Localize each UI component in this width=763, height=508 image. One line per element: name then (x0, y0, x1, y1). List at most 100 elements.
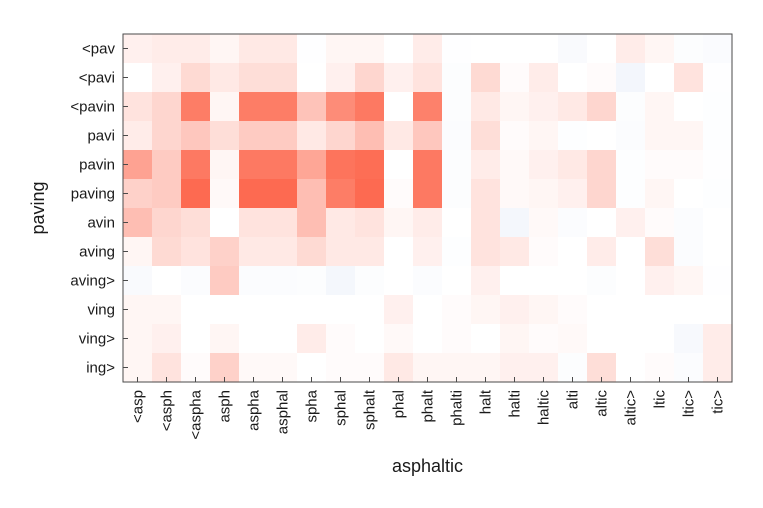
heatmap-cell (181, 63, 211, 93)
y-tick-label: <pavi (79, 70, 115, 87)
heatmap-cell (268, 63, 298, 93)
heatmap-cell (703, 324, 733, 354)
heatmap-cell (587, 179, 617, 209)
heatmap-cell (355, 324, 385, 354)
heatmap-cell (326, 92, 356, 122)
heatmap-cell (297, 121, 327, 151)
x-tick-label: phalti (449, 390, 466, 426)
heatmap-cell (500, 63, 530, 93)
heatmap-cell (239, 324, 269, 354)
heatmap-cell (558, 324, 588, 354)
heatmap-cell (355, 208, 385, 238)
heatmap-cell (297, 179, 327, 209)
heatmap-cell (384, 237, 414, 267)
heatmap-cell (152, 92, 182, 122)
heatmap-cell (616, 208, 646, 238)
x-tick-label: phalt (420, 389, 437, 422)
x-tick-label: <asph (159, 390, 176, 431)
heatmap-cell (703, 34, 733, 64)
heatmap-cell (355, 179, 385, 209)
heatmap-cell (558, 266, 588, 296)
heatmap-cell (326, 324, 356, 354)
heatmap-cell (181, 237, 211, 267)
heatmap-cell (384, 92, 414, 122)
heatmap-cell (500, 179, 530, 209)
heatmap-cell (645, 324, 675, 354)
heatmap-cell (471, 63, 501, 93)
heatmap-cell (239, 150, 269, 180)
heatmap-cell (239, 237, 269, 267)
heatmap-cell (355, 92, 385, 122)
heatmap-cell (529, 121, 559, 151)
heatmap-cell (210, 34, 240, 64)
heatmap-cell (500, 150, 530, 180)
heatmap-cell (703, 179, 733, 209)
heatmap-cells (123, 34, 733, 383)
heatmap-cell (181, 34, 211, 64)
heatmap-cell (268, 179, 298, 209)
heatmap-cell (355, 295, 385, 325)
heatmap-cell (529, 295, 559, 325)
heatmap-cell (587, 63, 617, 93)
heatmap-cell (384, 324, 414, 354)
heatmap-cell (674, 121, 704, 151)
heatmap-cell (703, 237, 733, 267)
heatmap-cell (587, 237, 617, 267)
heatmap-cell (181, 324, 211, 354)
heatmap-cell (268, 266, 298, 296)
heatmap-cell (152, 63, 182, 93)
heatmap-cell (587, 121, 617, 151)
heatmap-cell (674, 179, 704, 209)
heatmap-cell (558, 179, 588, 209)
heatmap-cell (587, 34, 617, 64)
heatmap-cell (587, 295, 617, 325)
y-tick-label: aving> (70, 273, 115, 290)
heatmap-cell (239, 179, 269, 209)
heatmap-cell (645, 179, 675, 209)
heatmap-cell (239, 266, 269, 296)
x-tick-label: altic (594, 390, 611, 417)
heatmap-cell (413, 208, 443, 238)
y-tick-label: pavi (87, 128, 115, 145)
heatmap-cell (674, 34, 704, 64)
heatmap-cell (326, 121, 356, 151)
heatmap-cell (210, 63, 240, 93)
heatmap-cell (355, 237, 385, 267)
x-axis-title: asphaltic (392, 456, 463, 476)
heatmap-cell (645, 295, 675, 325)
heatmap-cell (442, 208, 472, 238)
heatmap-cell (326, 150, 356, 180)
heatmap-cell (297, 63, 327, 93)
x-tick-label: aspha (246, 389, 263, 431)
heatmap-cell (442, 266, 472, 296)
heatmap-cell (326, 295, 356, 325)
heatmap-cell (181, 121, 211, 151)
heatmap-cell (587, 92, 617, 122)
y-tick-label: paving (71, 186, 115, 203)
heatmap-cell (152, 237, 182, 267)
heatmap-cell (384, 34, 414, 64)
heatmap-cell (500, 92, 530, 122)
heatmap-cell (297, 295, 327, 325)
heatmap-cell (384, 121, 414, 151)
x-tick-label: altic> (623, 390, 640, 426)
heatmap-cell (442, 237, 472, 267)
heatmap-cell (645, 266, 675, 296)
heatmap-cell (645, 237, 675, 267)
heatmap-cell (558, 237, 588, 267)
heatmap-cell (500, 266, 530, 296)
heatmap-cell (616, 179, 646, 209)
heatmap-cell (326, 266, 356, 296)
heatmap-cell (442, 150, 472, 180)
heatmap-cell (558, 150, 588, 180)
heatmap-cell (413, 179, 443, 209)
heatmap-cell (674, 92, 704, 122)
heatmap-cell (210, 121, 240, 151)
heatmap-cell (529, 324, 559, 354)
heatmap-cell (210, 208, 240, 238)
heatmap-cell (529, 63, 559, 93)
heatmap-cell (529, 208, 559, 238)
heatmap-cell (152, 121, 182, 151)
